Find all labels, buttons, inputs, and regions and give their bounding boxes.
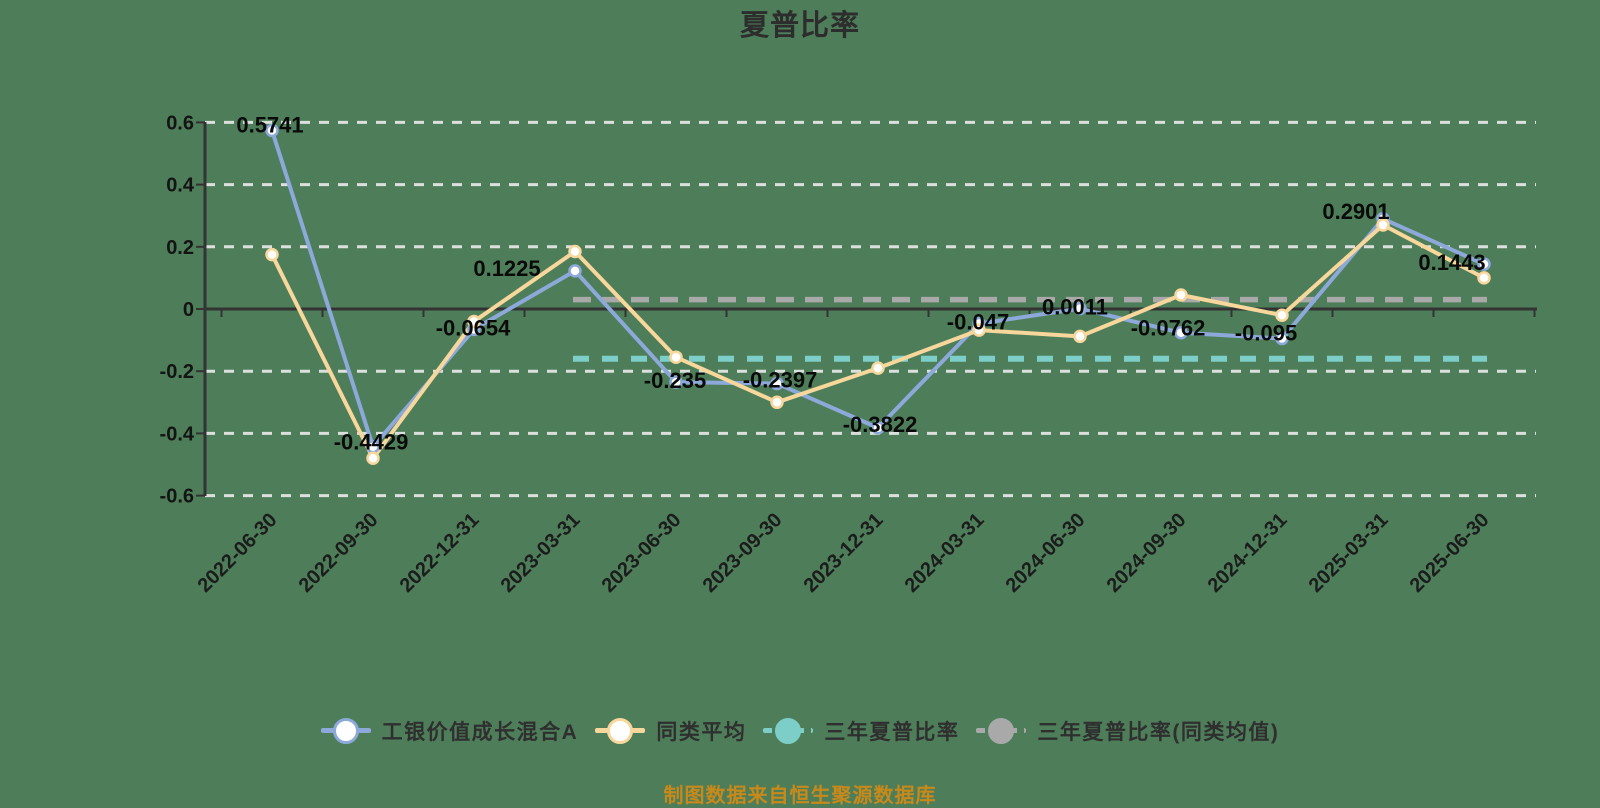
- footer-note: 制图数据来自恒生聚源数据库: [663, 785, 937, 807]
- legend-item-three-year-sharpe-peer-mean[interactable]: 三年夏普比率(同类均值): [976, 716, 1279, 746]
- chart-title: 夏普比率: [739, 10, 860, 42]
- legend-label: 同类平均: [656, 721, 747, 744]
- x-axis-label: 2023-12-31: [800, 509, 888, 597]
- data-point-peer-2022-06-30: [265, 247, 279, 262]
- legend-circle-icon: [988, 718, 1015, 744]
- legend-item-three-year-sharpe[interactable]: 三年夏普比率: [763, 716, 959, 746]
- y-axis-label: -0.6: [160, 486, 194, 508]
- data-point-peer-2024-06-30: [1073, 329, 1087, 344]
- legend-label: 三年夏普比率: [824, 721, 960, 744]
- x-axis-label: 2022-09-30: [295, 509, 383, 597]
- legend-label: 工银价值成长混合A: [381, 721, 579, 744]
- legend-circle-icon: [775, 718, 802, 744]
- data-point-fund-2024-06-30: [1073, 301, 1087, 316]
- data-point-fund-2023-06-30: [669, 375, 683, 389]
- data-point-label: 0.2901: [1322, 199, 1389, 224]
- data-point-peer-2024-09-30: [1174, 288, 1188, 302]
- data-point-label: -0.0654: [436, 315, 511, 340]
- legend-line-marker-icon: [763, 718, 814, 744]
- data-point-peer-2022-12-31: [467, 314, 481, 329]
- x-axis-label: 2023-03-31: [497, 509, 585, 597]
- legend-line-marker-icon: [595, 718, 646, 744]
- data-point-label: -0.047: [947, 310, 1009, 335]
- x-axis-label: 2025-03-31: [1305, 509, 1393, 597]
- data-point-peer-2024-03-31: [972, 323, 986, 337]
- legend-label: 三年夏普比率(同类均值): [1037, 721, 1280, 744]
- x-axis-label: 2025-06-30: [1406, 509, 1494, 597]
- legend-item-peer-average[interactable]: 同类平均: [595, 716, 746, 746]
- data-point-peer-2023-09-30: [770, 395, 784, 410]
- legend-circle-icon: [607, 718, 634, 744]
- data-point-peer-2025-06-30: [1477, 271, 1491, 285]
- y-axis-label: -0.4: [160, 423, 195, 445]
- data-point-fund-2024-09-30: [1174, 325, 1188, 340]
- legend-line-marker-icon: [976, 718, 1027, 744]
- x-axis-label: 2024-09-30: [1103, 509, 1191, 597]
- data-point-fund-2022-06-30: [265, 123, 279, 138]
- data-point-label: -0.0762: [1131, 316, 1206, 341]
- x-axis-label: 2024-06-30: [1002, 509, 1090, 597]
- data-point-peer-2025-03-31: [1376, 218, 1390, 232]
- legend-circle-icon: [332, 718, 359, 744]
- data-point-fund-2024-12-31: [1275, 331, 1289, 346]
- legend-line-marker-icon: [320, 718, 371, 744]
- y-axis-label: 0.2: [166, 237, 194, 259]
- x-axis-label: 2024-03-31: [901, 509, 989, 597]
- data-point-label: 0.1443: [1418, 250, 1485, 275]
- data-point-fund-2023-09-30: [770, 376, 784, 391]
- data-point-label: 0.0011: [1042, 295, 1108, 320]
- data-point-label: 0.1225: [473, 256, 540, 281]
- data-point-fund-2023-03-31: [568, 264, 582, 278]
- y-axis-label: 0.4: [166, 175, 195, 197]
- data-point-peer-2022-09-30: [366, 451, 380, 466]
- legend-item-fund[interactable]: 工银价值成长混合A: [320, 716, 579, 746]
- y-axis-label: 0: [183, 299, 194, 321]
- legend: 工银价值成长混合A 同类平均 三年夏普比率 三年夏普比率(同类均值): [0, 716, 1600, 746]
- data-point-peer-2023-03-31: [568, 244, 582, 259]
- x-axis-label: 2023-06-30: [598, 509, 686, 597]
- data-point-label: -0.2397: [743, 368, 818, 393]
- data-point-label: -0.095: [1235, 321, 1297, 346]
- y-axis-label: -0.2: [160, 361, 194, 383]
- data-point-peer-2024-12-31: [1275, 308, 1289, 322]
- x-axis-label: 2024-12-31: [1204, 509, 1292, 597]
- data-point-label: 0.5741: [236, 112, 303, 137]
- data-point-fund-2025-06-30: [1477, 257, 1491, 271]
- data-point-fund-2023-12-31: [871, 421, 885, 435]
- data-point-label: -0.3822: [843, 412, 918, 437]
- data-point-label: -0.235: [644, 368, 706, 393]
- x-axis-label: 2022-12-31: [396, 509, 484, 597]
- data-point-peer-2023-12-31: [871, 361, 885, 375]
- x-axis-label: 2022-06-30: [194, 509, 282, 597]
- data-point-label: -0.4429: [334, 430, 409, 455]
- x-axis-label: 2023-09-30: [699, 509, 787, 597]
- data-point-peer-2023-06-30: [669, 350, 683, 364]
- y-axis-label: 0.6: [166, 112, 194, 134]
- series-line-fund: [270, 128, 1486, 449]
